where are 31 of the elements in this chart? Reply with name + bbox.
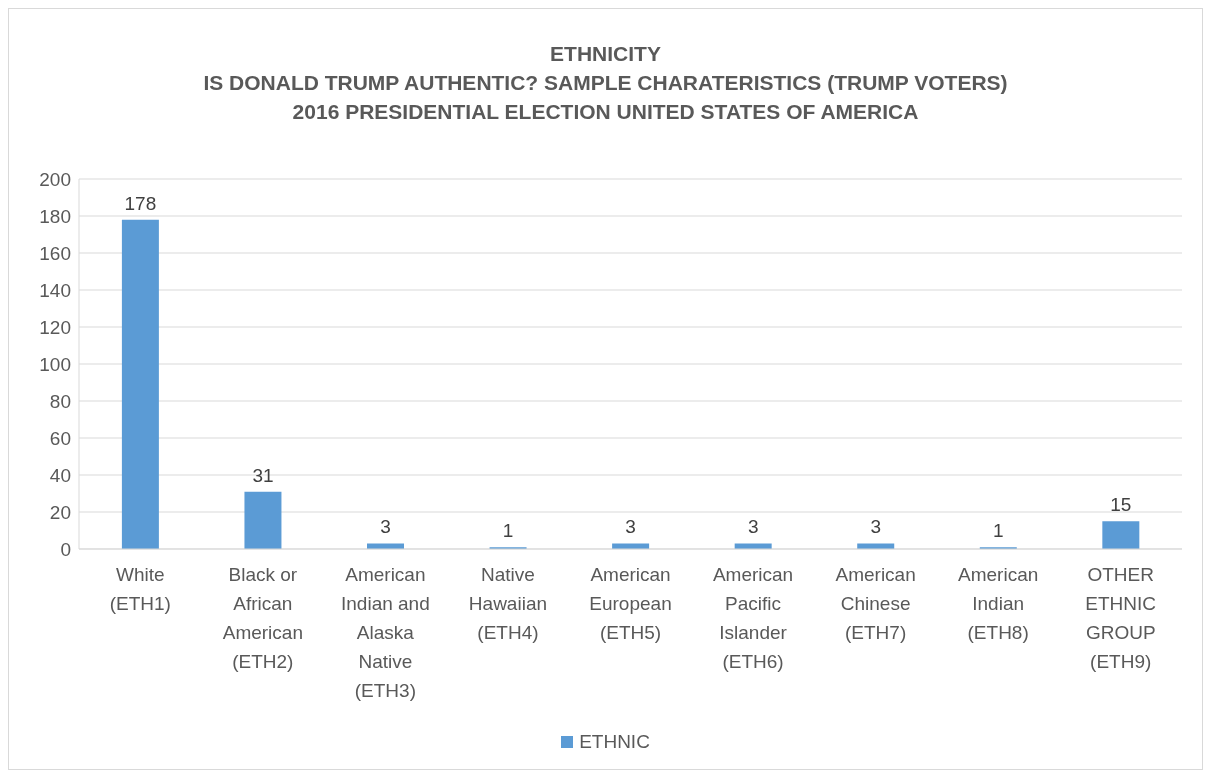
data-label: 3: [747, 516, 759, 538]
x-tick-label: Black or African American (ETH2): [222, 564, 303, 672]
y-tick-label: 200: [39, 168, 71, 190]
y-tick-label: 40: [49, 464, 71, 486]
data-label: 1: [992, 520, 1004, 542]
x-tick-label: American European (ETH5): [589, 564, 672, 643]
y-tick-label: 100: [39, 353, 71, 375]
x-tick-label: White (ETH1): [109, 564, 171, 614]
x-tick-label: American Indian (ETH8): [958, 564, 1039, 643]
y-tick-label: 20: [49, 501, 71, 523]
chart-title: ETHNICITY IS DONALD TRUMP AUTHENTIC? SAMPLE CHARATERISTICS (TRUMP VOTERS) 2016 PRESIDENTIAL ELECTION UNITED STATES OF AMERICA: [202, 41, 1009, 125]
data-label: 1: [502, 520, 514, 542]
y-tick-label: 60: [49, 427, 71, 449]
y-tick-label: 180: [39, 205, 71, 227]
x-tick-label: OTHER ETHNIC GROUP (ETH9): [1085, 564, 1157, 672]
data-label: 15: [1110, 494, 1132, 516]
x-tick-label: American Indian and Alaska Native (ETH3): [341, 564, 430, 701]
y-tick-label: 120: [39, 316, 71, 338]
data-label: 3: [380, 516, 391, 538]
legend-label: ETHNIC: [578, 731, 650, 753]
x-tick-label: American Chinese (ETH7): [835, 564, 916, 643]
data-label: 3: [625, 516, 636, 538]
y-tick-label: 160: [39, 242, 71, 264]
x-tick-label: American Pacific Islander (ETH6): [712, 564, 794, 672]
y-tick-label: 140: [39, 279, 71, 301]
data-label: 3: [870, 516, 882, 538]
x-tick-label: Native Hawaiian (ETH4): [468, 564, 548, 643]
data-label: 178: [124, 192, 157, 214]
data-label: 31: [252, 464, 274, 486]
y-tick-label: 0: [60, 538, 71, 560]
y-tick-label: 80: [49, 390, 71, 412]
